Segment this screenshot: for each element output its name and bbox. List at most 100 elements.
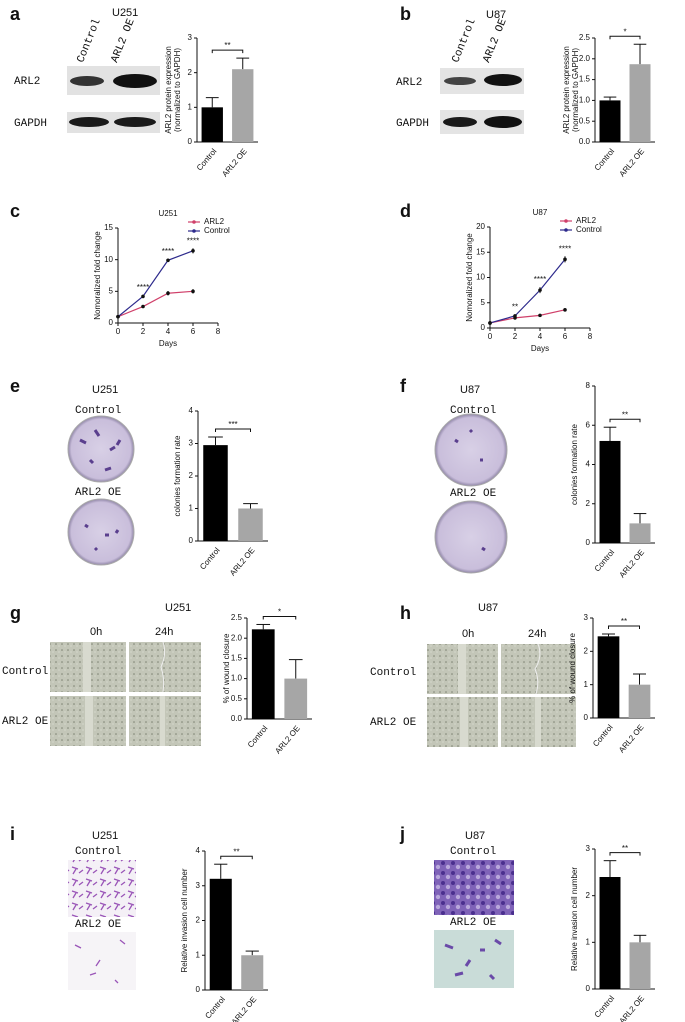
column-label: 0h — [462, 628, 474, 640]
significance-bracket — [609, 418, 641, 423]
x-tick-label: Control — [593, 548, 617, 574]
significance-label: ** — [224, 41, 230, 50]
y-tick-label: 15 — [104, 223, 113, 232]
y-tick-label: 4 — [196, 846, 201, 855]
invasion-image — [68, 932, 136, 990]
plate — [67, 415, 135, 483]
wound-edge — [160, 641, 166, 693]
bar — [629, 523, 651, 543]
y-tick-label: 3 — [586, 844, 591, 853]
row-label: ARL2 OE — [75, 919, 122, 931]
panel-letter: j — [399, 824, 405, 844]
legend-marker — [564, 219, 568, 223]
plate — [434, 413, 508, 487]
y-tick-label: 4 — [586, 460, 591, 469]
x-tick-label: Control — [198, 546, 222, 572]
x-tick-label: ARL2 OE — [618, 994, 647, 1022]
x-tick-label: ARL2 OE — [618, 548, 647, 580]
wound-gap — [460, 697, 468, 747]
y-tick-label: 2.0 — [579, 54, 591, 63]
blot-band — [113, 74, 157, 88]
y-axis-label: colonies formation rate — [570, 423, 579, 504]
x-tick-label: 0 — [488, 332, 493, 341]
x-tick-label: 0 — [116, 327, 121, 336]
bar — [238, 508, 263, 541]
y-axis-label: Relative invasion cell number — [570, 867, 579, 971]
series-line — [117, 290, 194, 318]
panel-letter: i — [10, 824, 15, 844]
invasion-image — [434, 930, 514, 988]
x-tick-label: Control — [591, 723, 615, 749]
significance-label: ** — [622, 844, 628, 853]
y-tick-label: 2.5 — [231, 613, 243, 622]
bar — [241, 955, 264, 990]
x-tick-label: Control — [195, 147, 219, 173]
y-axis-label: Nomoralized fold change — [465, 233, 474, 322]
panel-letter: a — [10, 4, 21, 24]
annotation: **** — [559, 244, 571, 253]
legend-marker — [192, 229, 196, 233]
significance-label: *** — [228, 420, 237, 429]
legend-marker — [564, 228, 568, 232]
y-axis-label: ARL2 protein expression — [164, 46, 173, 134]
colonies — [481, 546, 486, 552]
lane-label: Control — [450, 17, 478, 64]
wound-gap — [535, 697, 541, 747]
point — [191, 289, 195, 294]
bar — [203, 445, 228, 541]
y-tick-label: 20 — [476, 222, 485, 231]
chart-title: U251 — [158, 209, 178, 218]
y-tick-label: 0 — [109, 318, 114, 327]
bar — [232, 69, 254, 142]
y-tick-label: 1 — [188, 102, 193, 111]
colonies — [84, 523, 120, 552]
y-tick-label: 2 — [584, 646, 589, 655]
x-tick-label: 4 — [166, 327, 171, 336]
point — [166, 291, 170, 296]
significance-bracket — [220, 855, 253, 860]
panel-title: U251 — [92, 830, 118, 842]
significance-bracket — [609, 35, 641, 40]
x-tick-label: 6 — [563, 332, 568, 341]
plate — [434, 500, 508, 574]
x-tick-label: ARL2 OE — [273, 724, 302, 756]
annotation: **** — [534, 275, 546, 284]
legend-label: Control — [576, 225, 602, 234]
invasion-image — [434, 860, 514, 915]
annotation: **** — [137, 283, 149, 292]
panel-title: U251 — [92, 384, 118, 396]
x-tick-label: 2 — [513, 332, 518, 341]
x-axis-label: Days — [159, 339, 177, 348]
y-tick-label: 5 — [109, 286, 114, 295]
y-tick-label: 2 — [188, 68, 193, 77]
wound-gap — [458, 644, 466, 694]
bar — [599, 440, 621, 543]
annotation: ** — [512, 302, 518, 311]
y-tick-label: 1 — [189, 504, 194, 513]
invasion-cells — [444, 938, 502, 981]
y-tick-label: 3 — [188, 33, 193, 42]
x-tick-label: Control — [203, 995, 227, 1021]
x-tick-label: 6 — [191, 327, 196, 336]
x-tick-label: Control — [593, 994, 617, 1020]
point — [538, 288, 542, 292]
lane-label: Control — [75, 17, 103, 64]
colonies — [79, 429, 122, 472]
row-label: Control — [2, 666, 48, 678]
point — [141, 294, 145, 299]
blot-band — [484, 74, 522, 86]
x-tick-label: Control — [593, 147, 617, 173]
significance-label: ** — [233, 847, 239, 856]
row-label: ARL2 — [396, 77, 422, 89]
y-tick-label: 15 — [476, 247, 485, 256]
annotation: **** — [187, 236, 199, 245]
y-axis-label: colonies formation rate — [173, 435, 182, 516]
panel-letter: c — [10, 201, 20, 221]
x-tick-label: Control — [246, 724, 270, 750]
y-tick-label: 0 — [586, 984, 591, 993]
bar — [629, 942, 651, 989]
y-tick-label: 1.5 — [579, 75, 591, 84]
bar — [597, 636, 620, 718]
column-label: 0h — [90, 626, 102, 638]
panel-letter: b — [400, 4, 411, 24]
